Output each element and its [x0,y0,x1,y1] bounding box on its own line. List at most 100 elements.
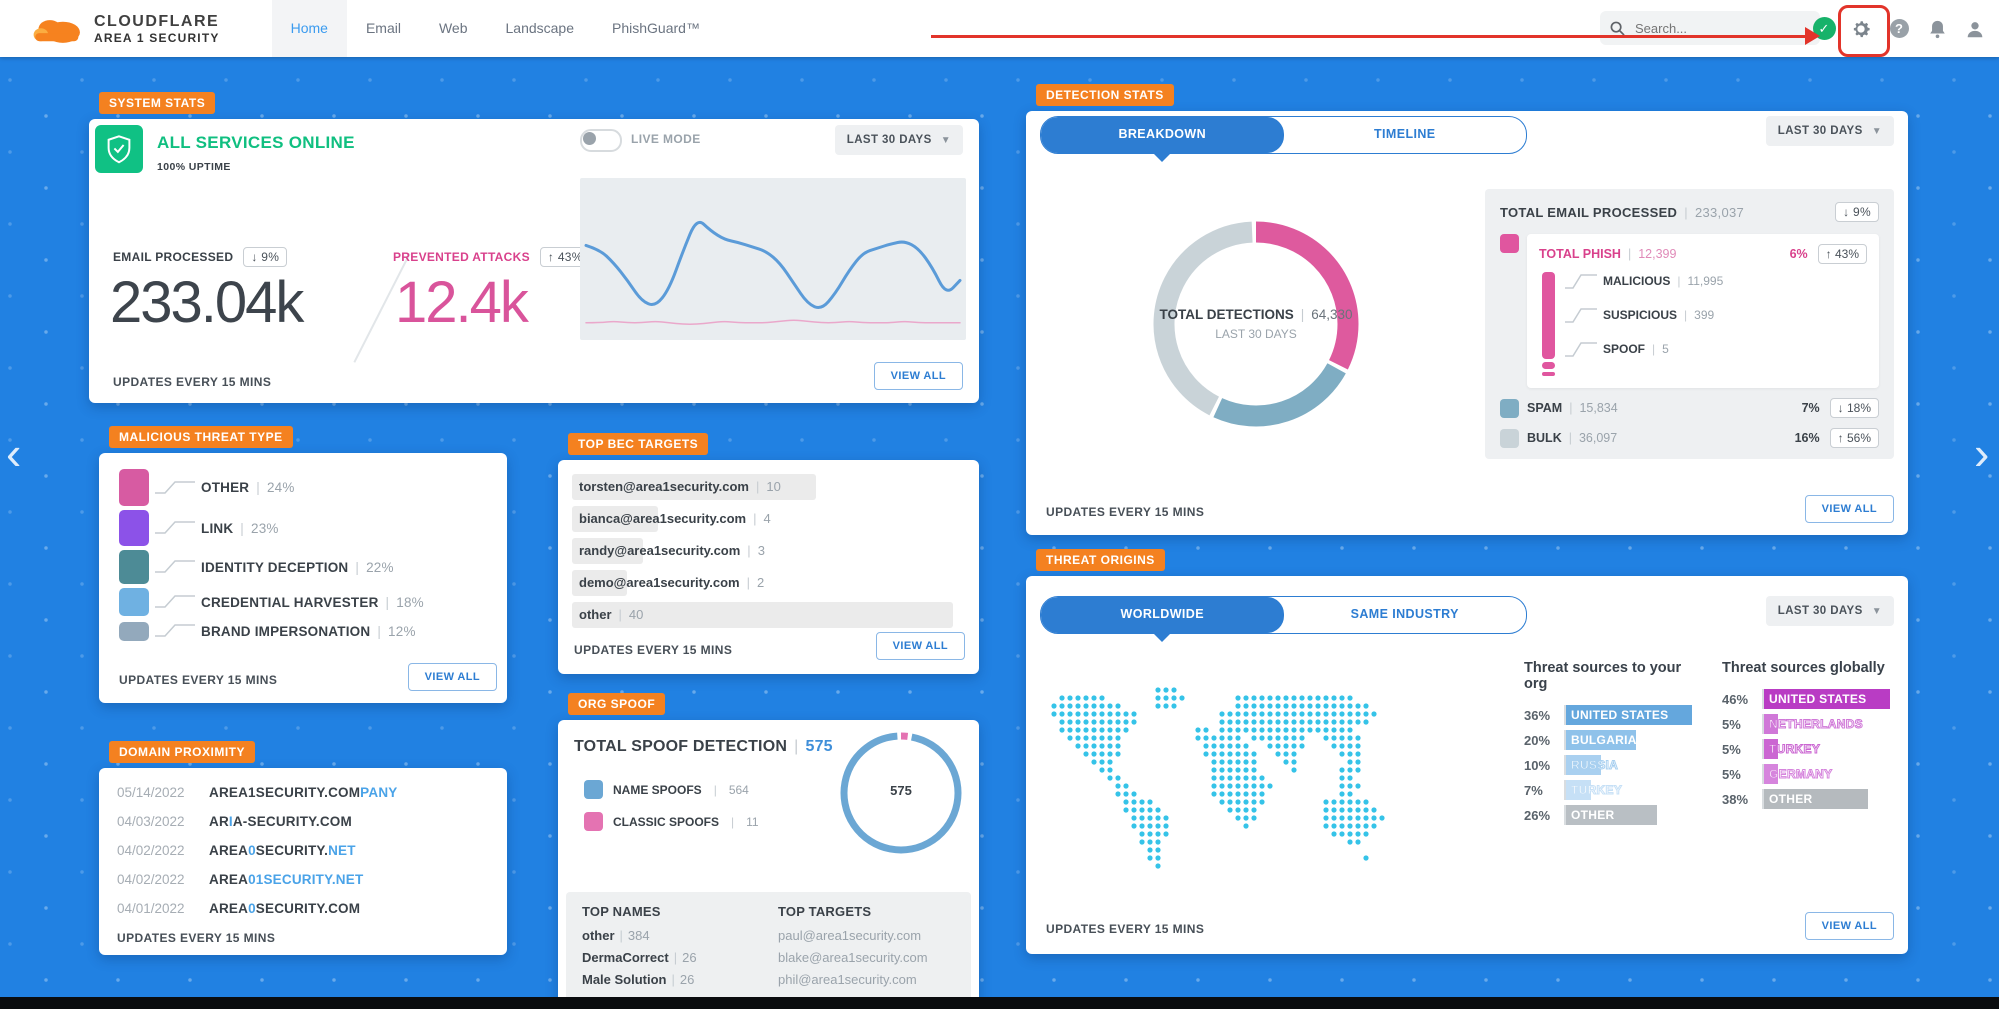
origin-pct: 5% [1722,766,1741,782]
origin-bar-label: OTHER [1769,792,1813,806]
annotation-red-line [931,35,1809,38]
origin-bar: UNITED STATES [1764,689,1890,709]
notifications-bell-icon[interactable] [1919,0,1955,57]
spoof-title: TOTAL SPOOF DETECTION | 575 [574,738,833,755]
legend-label: CLASSIC SPOOFS [613,814,720,829]
origin-bar: OTHER [1764,789,1869,809]
threat-type-label: CREDENTIAL HARVESTER | 18% [201,594,424,610]
nav-item-phishguard[interactable]: PhishGuard™ [612,20,700,36]
top-target-row: blake@area1security.com [778,950,928,965]
suspicious-label: SUSPICIOUS [1603,308,1678,322]
spoof-breakdown-panel: TOP NAMES other | 384 DermaCorrect | 26 Male S… [566,892,971,1009]
threat-type-swatch [119,621,149,641]
origin-row: 5% GERMANY [1722,764,1890,784]
nav-item-web[interactable]: Web [438,20,468,36]
phish-pct: 6% [1789,247,1808,261]
spoof-value: 5 [1662,342,1669,356]
card-badge: TOP BEC TARGETS [568,433,709,455]
range-label: LAST 30 DAYS [1777,125,1863,137]
total-email-value: 233,037 [1694,204,1745,220]
nav-item-home[interactable]: Home [271,0,347,57]
bec-list: torsten@area1security.com | 10 bianca@area1… [572,474,965,634]
phish-delta: ↑ 43% [1817,244,1867,264]
tab-same-industry[interactable]: SAME INDUSTRY [1350,607,1459,621]
status-shield-box [95,125,143,173]
settings-gear-icon[interactable] [1843,0,1879,57]
phish-header-row: TOTAL PHISH | 12,399 6% ↑ 43% [1539,244,1867,264]
range-dropdown[interactable]: LAST 30 DAYS ▼ [1765,596,1894,626]
origin-bar-label: OTHER [1571,808,1615,822]
origin-bar-track: OTHER [1564,805,1692,825]
origin-bar: BULGARIA [1566,730,1636,750]
origin-bar-track: TURKEY [1762,739,1890,759]
origin-bar-label: UNITED STATES [1769,692,1867,706]
view-all-button[interactable]: VIEW ALL [1804,495,1894,523]
top-targets-list: paul@area1security.com blake@area1securit… [778,928,963,987]
view-all-button[interactable]: VIEW ALL [873,362,963,390]
threat-type-list: OTHER | 24% LINK | 23% IDENTITY DECEPTION | 22% C… [119,469,495,646]
detection-breakdown-panel: TOTAL EMAIL PROCESSED | 233,037 ↓ 9% TOTA… [1485,189,1894,459]
connector-line [155,521,195,534]
range-dropdown[interactable]: LAST 30 DAYS ▼ [1765,116,1894,146]
nav-item-landscape[interactable]: Landscape [505,20,575,36]
threat-type-label: BRAND IMPERSONATION | 12% [201,623,416,639]
bec-target-row: torsten@area1security.com | 10 [572,474,965,500]
bec-bar [572,538,643,564]
activity-sparkline-chart [580,178,966,340]
view-all-button[interactable]: VIEW ALL [875,632,965,660]
origin-pct: 7% [1524,782,1543,798]
range-dropdown[interactable]: LAST 30 DAYS ▼ [834,125,963,155]
bulk-label: BULK [1527,431,1562,445]
origin-bar-label: TURKEY [1768,742,1821,757]
legend-item: CLASSIC SPOOFS | 11 [584,812,759,831]
search-box[interactable] [1600,11,1820,45]
domain-proximity-card: DOMAIN PROXIMITY 05/14/2022 AREA1SECURITY… [99,741,507,955]
domain-list: 05/14/2022 AREA1SECURITY.COMPANY 04/03/202… [117,778,493,923]
top-names-list: other | 384 DermaCorrect | 26 Male Solution | 26 [582,928,767,987]
threat-type-swatch [119,588,149,616]
origin-bar-label: UNITED STATES [1571,708,1669,722]
brand[interactable]: CLOUDFLARE AREA 1 SECURITY [32,12,220,46]
email-processed-value: 233.04k [110,270,304,335]
bec-target-row: randy@area1security.com | 3 [572,538,965,564]
services-status: ALL SERVICES ONLINE [157,133,355,152]
name-spoofs-swatch [584,780,603,799]
help-icon[interactable]: ? [1881,0,1917,57]
search-input[interactable] [1633,19,1787,37]
carousel-prev-icon[interactable]: ‹ [6,427,22,479]
origin-pct: 10% [1524,757,1551,773]
gear-icon [1853,20,1870,37]
origin-pct: 20% [1524,732,1551,748]
global-sources-list: 46% UNITED STATES 5% NETHERLANDS 5% TURKEY 5% G… [1722,689,1890,809]
malicious-bar-segment [1542,272,1555,359]
bulk-value: 36,097 [1578,431,1618,445]
total-email-delta: ↓ 9% [1835,202,1879,222]
origin-bar: GERMANY [1764,764,1833,784]
threat-type-row: IDENTITY DECEPTION | 22% [119,550,495,584]
email-processed-label: EMAIL PROCESSED [113,250,234,264]
origins-tabs: WORLDWIDE SAME INDUSTRY [1040,596,1527,642]
nav-item-email[interactable]: Email [365,20,401,36]
spam-row: SPAM | 15,834 7% ↓ 18% [1500,398,1879,418]
toggle-knob [583,132,596,145]
total-detections-value: 64,330 [1311,307,1353,322]
spam-delta: ↓ 18% [1829,398,1879,418]
carousel-next-icon[interactable]: › [1974,427,1990,479]
top-targets-title: TOP TARGETS [778,904,872,919]
origin-bar-track: RUSSIA [1564,755,1692,775]
live-mode-toggle[interactable] [580,129,622,152]
tab-timeline[interactable]: TIMELINE [1373,127,1436,141]
domain-name: AREA0SECURITY.NET [209,843,356,858]
view-all-button[interactable]: VIEW ALL [407,663,497,691]
origin-bar-track: UNITED STATES [1564,705,1692,725]
tab-breakdown[interactable]: BREAKDOWN [1041,117,1284,162]
origin-row: 7% TURKEY [1524,780,1692,800]
legend-value: 11 [746,814,759,829]
user-avatar-icon[interactable] [1957,0,1993,57]
domain-row: 04/03/2022 ARIA-SECURITY.COM [117,807,493,836]
tab-worldwide[interactable]: WORLDWIDE [1041,597,1284,642]
annotation-highlight-box [1838,5,1890,57]
origin-bar-track: UNITED STATES [1762,689,1890,709]
view-all-button[interactable]: VIEW ALL [1804,912,1894,940]
